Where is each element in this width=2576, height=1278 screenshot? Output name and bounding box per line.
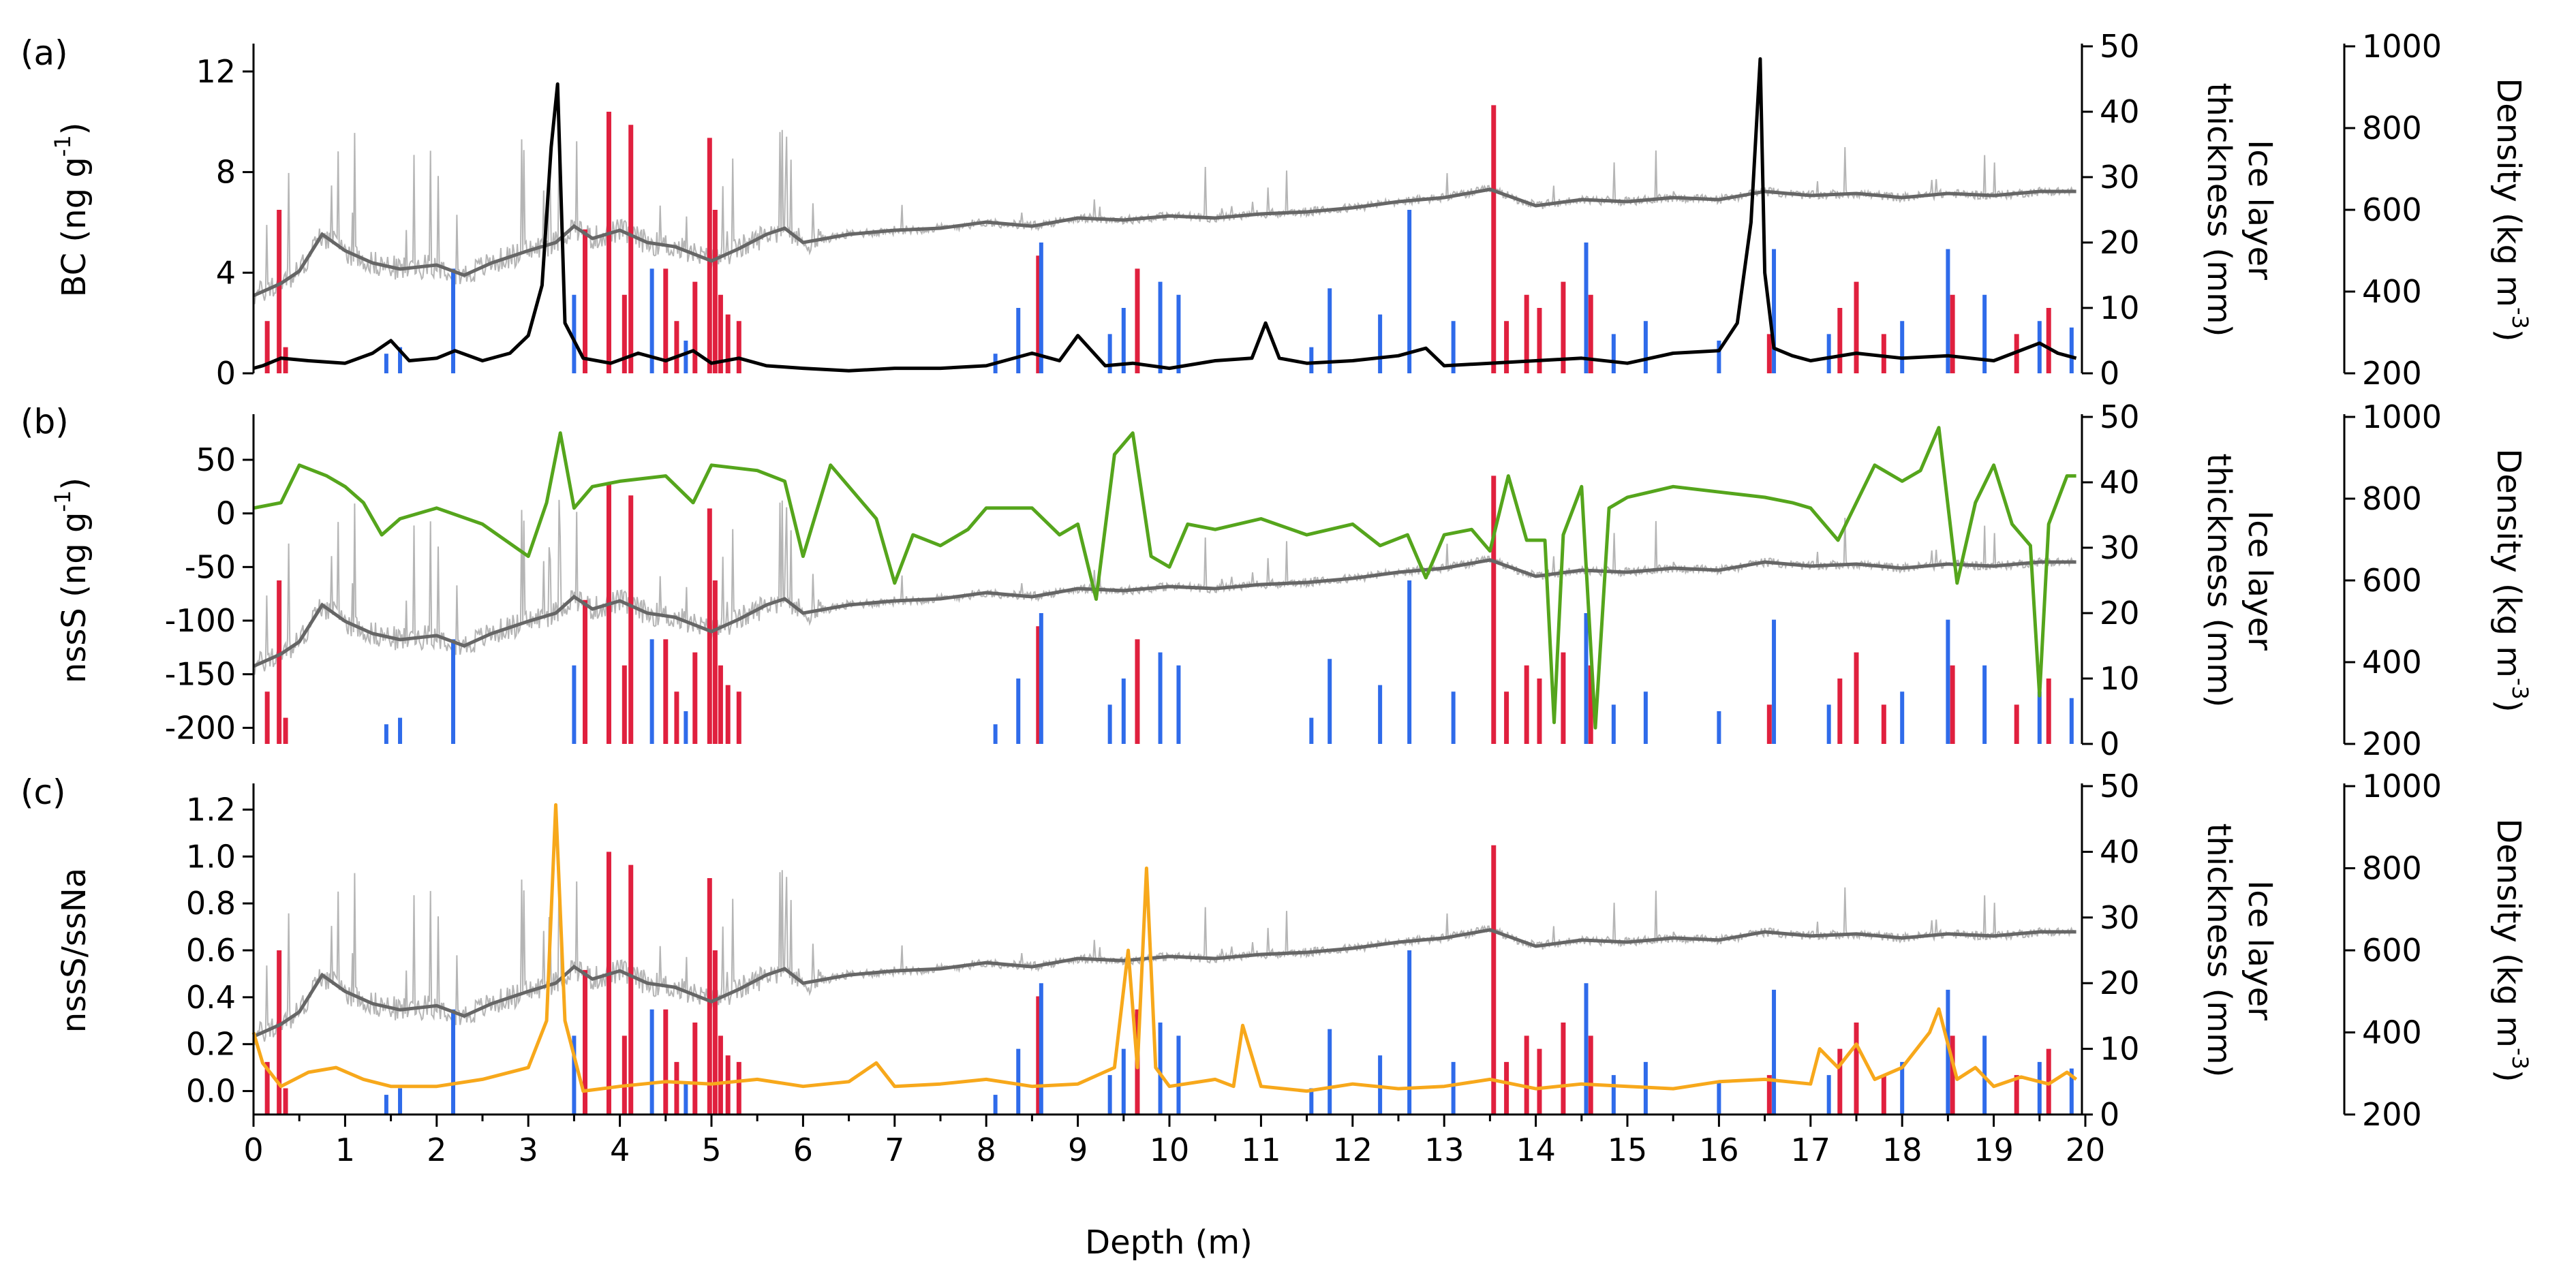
x-tick-label: 15 <box>1608 1132 1648 1168</box>
panel-c-y-tick-label: 0.8 <box>186 885 236 922</box>
panel-b: (b) -200 -150 -100 -50 0 50 nssS (ng g-1) 0 10 20… <box>20 399 2533 762</box>
panel-c-y-tick-label: 0.0 <box>186 1073 236 1110</box>
x-tick-label: 6 <box>793 1132 813 1168</box>
panel-b-y-tick-label: 50 <box>196 441 236 478</box>
x-tick-label: 20 <box>2066 1132 2106 1168</box>
x-axis-title: Depth (m) <box>1085 1224 1253 1262</box>
panel-c-y-axis-title: nssS/ssNa <box>55 868 93 1033</box>
panel-b-ice-tick-label: 10 <box>2100 660 2140 697</box>
panel-a-ice-tick-label: 10 <box>2100 290 2140 326</box>
panel-c-label: (c) <box>20 773 66 812</box>
panel-c-y-tick-label: 1.0 <box>186 838 236 875</box>
x-tick-label: 3 <box>519 1132 538 1168</box>
panel-a-y-tick-label: 8 <box>216 154 236 191</box>
panel-a-density-smooth-line <box>252 187 2076 298</box>
panel-b-density-tick-label: 1000 <box>2362 399 2442 435</box>
panel-a-density-tick-label: 800 <box>2362 110 2422 146</box>
x-tick-label: 7 <box>885 1132 904 1168</box>
panel-a-ice-tick-label: 0 <box>2100 355 2119 392</box>
x-tick-label: 10 <box>1150 1132 1190 1168</box>
panel-b-ice-tick-label: 40 <box>2100 464 2140 501</box>
panel-c-density-tick-label: 200 <box>2362 1096 2422 1133</box>
panel-a-ice-tick-label: 30 <box>2100 159 2140 196</box>
panel-c: (c) 0.00.20.40.60.81.01.2nssS/ssNa010203… <box>20 768 2533 1168</box>
x-tick-label: 5 <box>701 1132 721 1168</box>
panel-b-y-tick-label: -150 <box>165 656 236 693</box>
panel-b-density-axis-title: Density (kg m-3) <box>2489 448 2533 712</box>
panel-a-y-tick-label: 0 <box>216 355 236 392</box>
x-tick-label: 9 <box>1068 1132 1088 1168</box>
panel-c-ice-tick-label: 30 <box>2100 899 2140 936</box>
panel-c-ice-title-line1: Ice layer <box>2241 880 2279 1020</box>
panel-a-ice-tick-label: 40 <box>2100 93 2140 130</box>
panel-b-label: (b) <box>20 402 69 441</box>
panel-a-label: (a) <box>20 33 68 73</box>
panel-a-ice-title-line2: thickness (mm) <box>2200 83 2238 337</box>
x-tick-label: 14 <box>1516 1132 1556 1168</box>
panel-a-series-line <box>253 57 2077 373</box>
panel-c-series-line <box>251 803 2078 1093</box>
panel-b-ice-tick-label: 50 <box>2100 399 2140 435</box>
panel-a-y-tick-label: 4 <box>216 254 236 291</box>
panel-c-ice-tick-label: 50 <box>2100 768 2140 805</box>
panel-b-y-axis-title: nssS (ng g-1) <box>50 478 93 683</box>
panel-b-ice-tick-label: 20 <box>2100 595 2140 632</box>
panel-a-density-tick-label: 400 <box>2362 273 2422 310</box>
panel-b-y-tick-label: -50 <box>185 548 236 585</box>
panel-a-density-axis-title: Density (kg m-3) <box>2489 78 2533 341</box>
x-tick-label: 11 <box>1241 1132 1281 1168</box>
x-tick-label: 17 <box>1791 1132 1831 1168</box>
panel-a-ice-tick-label: 50 <box>2100 28 2140 65</box>
x-tick-label: 13 <box>1424 1132 1465 1168</box>
panel-c-density-tick-label: 800 <box>2362 850 2422 887</box>
panel-a-y-axis-title: BC (ng g-1) <box>50 123 93 298</box>
panel-b-density-tick-label: 800 <box>2362 480 2422 517</box>
panel-b-ice-tick-label: 30 <box>2100 529 2140 566</box>
panel-c-density-tick-label: 400 <box>2362 1014 2422 1051</box>
x-tick-label: 0 <box>243 1132 263 1168</box>
panel-c-ice-title-line2: thickness (mm) <box>2200 824 2238 1078</box>
panel-c-y-tick-label: 0.6 <box>186 932 236 969</box>
panel-c-density-smooth-line <box>252 928 2076 1038</box>
panel-c-density-axis-title: Density (kg m-3) <box>2489 818 2533 1082</box>
panel-b-y-tick-label: -100 <box>165 602 236 639</box>
panel-b-density-tick-label: 400 <box>2362 644 2422 681</box>
x-tick-label: 16 <box>1699 1132 1739 1168</box>
panel-a-y-tick-label: 12 <box>196 53 236 90</box>
panel-b-ice-title-line2: thickness (mm) <box>2200 454 2238 708</box>
x-tick-label: 1 <box>335 1132 355 1168</box>
panel-c-density-tick-label: 600 <box>2362 932 2422 969</box>
panel-c-ice-tick-label: 20 <box>2100 965 2140 1001</box>
panel-b-series-line <box>253 426 2076 730</box>
panel-a-ice-title-line1: Ice layer <box>2241 140 2279 280</box>
panel-c-ice-tick-label: 40 <box>2100 833 2140 870</box>
panel-b-density-tick-label: 600 <box>2362 562 2422 599</box>
panel-a-density-tick-label: 1000 <box>2362 28 2442 65</box>
panel-b-y-tick-label: -200 <box>165 709 236 746</box>
panel-a: (a) 0 4 8 12 BC (ng g-1) 0 10 20 30 40 50 Ice layer… <box>20 28 2533 392</box>
x-tick-label: 2 <box>427 1132 446 1168</box>
panel-b-y-tick-label: 0 <box>216 495 236 532</box>
panel-b-density-smooth-line <box>252 558 2076 668</box>
panel-a-ice-tick-label: 20 <box>2100 224 2140 261</box>
panel-c-y-tick-label: 0.2 <box>186 1026 236 1063</box>
panel-a-density-tick-label: 200 <box>2362 355 2422 392</box>
panel-c-y-tick-label: 0.4 <box>186 979 236 1016</box>
panel-c-ice-tick-label: 10 <box>2100 1031 2140 1067</box>
panel-b-ice-title-line1: Ice layer <box>2241 510 2279 651</box>
panel-b-ice-tick-label: 0 <box>2100 726 2119 762</box>
x-tick-label: 4 <box>610 1132 630 1168</box>
panel-a-density-tick-label: 600 <box>2362 191 2422 228</box>
panel-c-y-tick-label: 1.2 <box>186 791 236 828</box>
x-tick-label: 18 <box>1882 1132 1922 1168</box>
panel-c-ice-tick-label: 0 <box>2100 1096 2119 1133</box>
panel-b-density-tick-label: 200 <box>2362 726 2422 762</box>
x-tick-label: 12 <box>1333 1132 1373 1168</box>
x-tick-label: 19 <box>1974 1132 2014 1168</box>
x-tick-label: 8 <box>977 1132 996 1168</box>
panel-c-density-tick-label: 1000 <box>2362 768 2442 805</box>
